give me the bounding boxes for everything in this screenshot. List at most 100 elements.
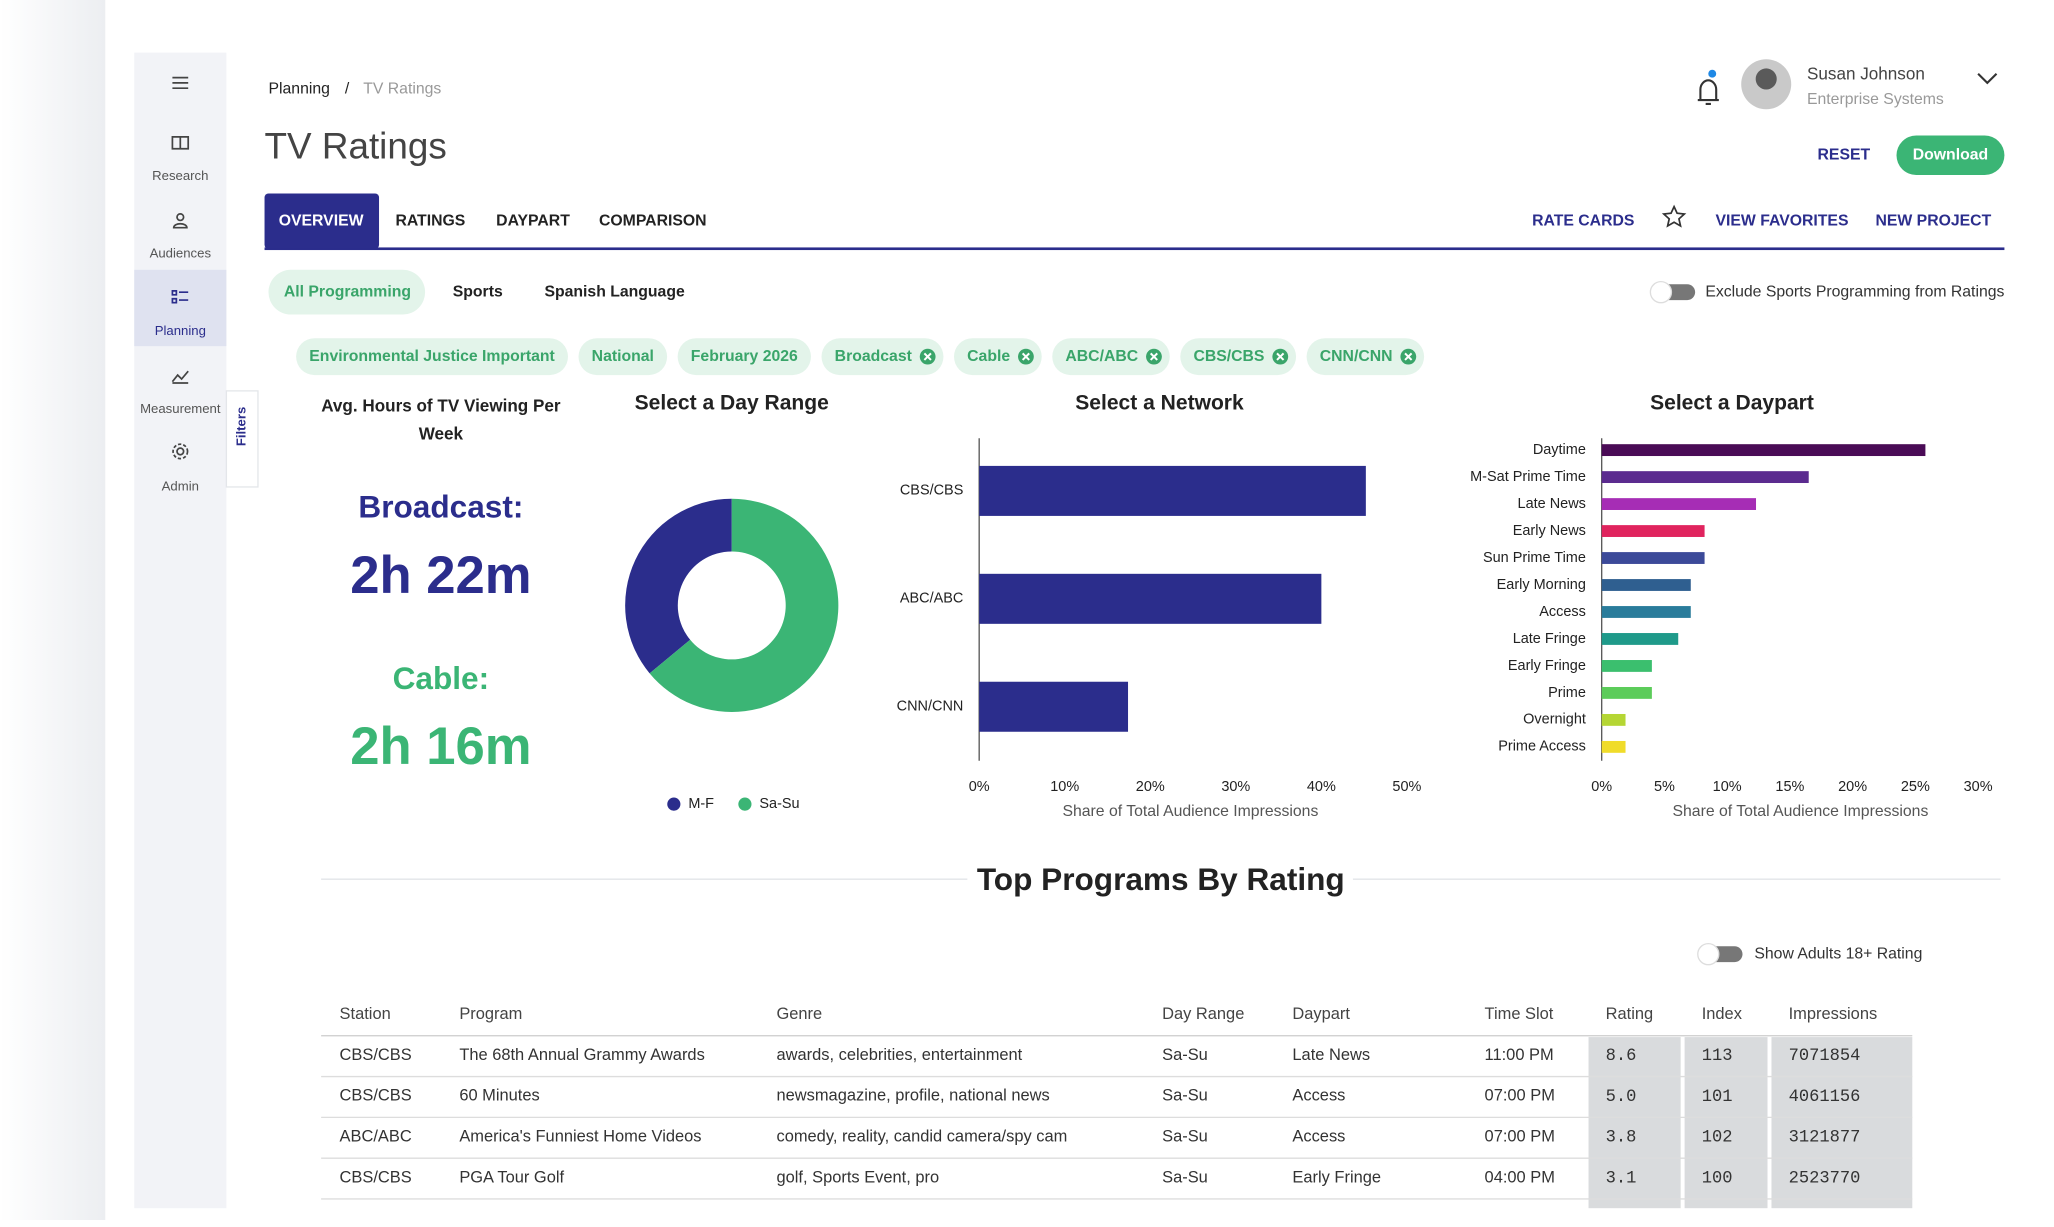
tab-underline	[264, 247, 2005, 251]
table-header: Rating	[1606, 1005, 1654, 1023]
table-header: Day Range	[1162, 1005, 1244, 1023]
chart-title: Select a Network	[1075, 392, 1244, 415]
download-label[interactable]: Download	[1913, 146, 1988, 163]
tab-link[interactable]: RATE CARDS	[1532, 212, 1634, 229]
filters-tab[interactable]	[225, 390, 259, 488]
table-cell: 3.1	[1606, 1169, 1637, 1188]
y-tick-label: Sun Prime Time	[1483, 550, 1586, 566]
sidebar-item[interactable]: Audiences	[150, 245, 212, 260]
chip-label[interactable]: CNN/CNN	[1320, 348, 1393, 365]
table-cell: Sa-Su	[1162, 1168, 1208, 1186]
table-cell: 8.6	[1606, 1047, 1637, 1066]
bar[interactable]	[979, 465, 1366, 516]
avg-value: 2h 22m	[350, 546, 531, 605]
sidebar-item[interactable]: Research	[152, 168, 208, 183]
bar[interactable]	[1601, 660, 1652, 672]
chip-remove-x	[1149, 352, 1158, 361]
bar[interactable]	[1601, 713, 1626, 726]
table-cell: CBS/CBS	[340, 1046, 412, 1064]
x-tick-label: 10%	[1713, 779, 1742, 795]
bar[interactable]	[1601, 606, 1691, 618]
table-cell: PGA Tour Golf	[459, 1168, 564, 1186]
filter[interactable]: All Programming	[284, 283, 411, 300]
x-tick-label: 30%	[1964, 779, 1993, 795]
table-header: Program	[459, 1005, 522, 1023]
donut-slice[interactable]	[625, 498, 732, 674]
y-tick-label: Late News	[1518, 496, 1586, 512]
chip-label[interactable]: National	[592, 348, 654, 365]
filters-tab-label[interactable]: Filters	[234, 407, 249, 446]
y-tick-label: CNN/CNN	[897, 699, 964, 715]
download-button[interactable]	[1896, 135, 2005, 176]
shade	[1588, 1037, 1681, 1209]
tab[interactable]: OVERVIEW	[279, 212, 364, 229]
chip[interactable]	[578, 338, 668, 376]
table-cell: 101	[1702, 1088, 1733, 1107]
x-tick-label: 0%	[1591, 779, 1612, 795]
chip[interactable]	[677, 338, 811, 376]
bar[interactable]	[1601, 444, 1926, 457]
chip[interactable]	[1306, 338, 1425, 376]
chip-label[interactable]: CBS/CBS	[1193, 348, 1264, 365]
table-header: Genre	[776, 1005, 822, 1023]
bar[interactable]	[1601, 471, 1809, 484]
y-tick-label: Prime Access	[1498, 739, 1586, 755]
filter[interactable]: Sports	[453, 283, 503, 300]
table-cell: CBS/CBS	[340, 1168, 412, 1186]
bar[interactable]	[1601, 552, 1705, 564]
table-cell: CBS/CBS	[340, 1087, 412, 1105]
bar[interactable]	[1601, 687, 1652, 699]
bar[interactable]	[979, 681, 1129, 732]
table-cell: 4061156	[1789, 1088, 1861, 1107]
chip-label[interactable]: ABC/ABC	[1065, 348, 1138, 365]
table-cell: 11:00 PM	[1485, 1046, 1554, 1064]
bar[interactable]	[1601, 498, 1757, 510]
table-header: Impressions	[1789, 1005, 1878, 1023]
chip[interactable]	[953, 338, 1042, 376]
sidebar-active	[134, 269, 227, 347]
table-cell: 07:00 PM	[1485, 1127, 1555, 1145]
breadcrumb[interactable]: Planning	[268, 81, 329, 98]
chip-remove-x	[923, 352, 932, 361]
chip[interactable]	[1180, 338, 1297, 376]
sidebar-item[interactable]: Admin	[162, 478, 199, 493]
chip-label[interactable]: Broadcast	[835, 348, 913, 365]
table-cell: 113	[1702, 1047, 1733, 1066]
tab-link[interactable]: VIEW FAVORITES	[1716, 212, 1849, 229]
bar[interactable]	[979, 573, 1322, 624]
table-cell: Access	[1292, 1127, 1345, 1145]
filter[interactable]: Spanish Language	[544, 283, 685, 300]
chip[interactable]	[821, 338, 944, 376]
reset-button[interactable]: RESET	[1818, 146, 1871, 163]
sidebar-item[interactable]: Planning	[155, 323, 206, 338]
chip-label[interactable]: Cable	[967, 348, 1010, 365]
x-tick-label: 30%	[1221, 779, 1250, 795]
x-tick-label: 20%	[1136, 779, 1165, 795]
chip[interactable]	[296, 338, 568, 376]
table-cell: 3.8	[1606, 1129, 1637, 1148]
x-tick-label: 15%	[1775, 779, 1804, 795]
donut-slice[interactable]	[649, 498, 839, 713]
bar[interactable]	[1601, 740, 1626, 753]
table-cell: 07:00 PM	[1485, 1087, 1555, 1105]
tab[interactable]: COMPARISON	[599, 212, 707, 229]
bar[interactable]	[1601, 525, 1705, 537]
tab[interactable]: RATINGS	[395, 212, 465, 229]
tab-link[interactable]: NEW PROJECT	[1875, 212, 1991, 229]
table-cell: 100	[1702, 1169, 1733, 1188]
chip-label[interactable]: February 2026	[691, 348, 798, 365]
chip[interactable]	[1052, 338, 1170, 376]
sidebar-item[interactable]: Measurement	[140, 401, 221, 416]
tab[interactable]: DAYPART	[496, 212, 570, 229]
chart-title: Select a Day Range	[635, 392, 829, 415]
table-cell: 5.0	[1606, 1088, 1637, 1107]
table-cell: ABC/ABC	[340, 1127, 412, 1145]
tab-active[interactable]	[264, 193, 380, 249]
table-cell: Sa-Su	[1162, 1087, 1208, 1105]
filter-pill[interactable]	[268, 269, 426, 315]
x-tick-label: 0%	[969, 779, 990, 795]
bar[interactable]	[1601, 633, 1679, 645]
chip-label[interactable]: Environmental Justice Important	[309, 348, 555, 365]
bar[interactable]	[1601, 579, 1691, 591]
